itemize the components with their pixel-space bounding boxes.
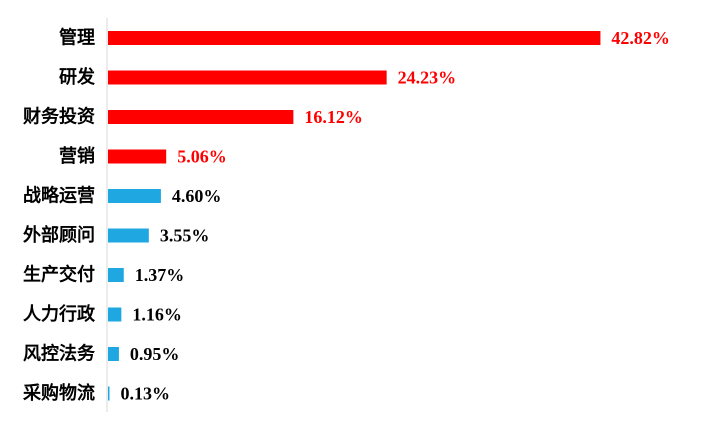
category-label-5: 外部顾问 <box>23 224 95 246</box>
bar-6 <box>108 268 124 282</box>
value-label-4: 4.60% <box>172 186 222 206</box>
value-label-7: 1.16% <box>132 305 182 325</box>
category-label-3: 营销 <box>59 145 95 167</box>
category-label-0: 管理 <box>59 27 95 49</box>
value-label-3: 5.06% <box>177 147 227 167</box>
value-label-0: 42.82% <box>611 28 670 48</box>
category-label-6: 生产交付 <box>23 264 95 286</box>
bar-1 <box>108 70 387 85</box>
bar-8 <box>108 347 119 361</box>
category-label-7: 人力行政 <box>23 303 96 325</box>
category-label-1: 研发 <box>59 66 96 88</box>
bar-7 <box>108 307 122 322</box>
category-label-8: 风控法务 <box>23 343 96 365</box>
value-label-1: 24.23% <box>398 68 457 88</box>
value-label-6: 1.37% <box>135 265 185 285</box>
category-label-2: 财务投资 <box>23 106 95 128</box>
bars-group <box>108 31 601 401</box>
value-label-2: 16.12% <box>304 107 363 127</box>
bar-5 <box>108 228 149 243</box>
bar-3 <box>108 149 167 164</box>
value-labels-group: 42.82% 24.23% 16.12% 5.06% 4.60% 3.55% 1.37% 1.… <box>121 28 670 404</box>
value-label-5: 3.55% <box>160 226 210 246</box>
bar-2 <box>108 110 294 124</box>
bar-0 <box>108 31 601 45</box>
category-label-9: 采购物流 <box>22 382 95 404</box>
bar-4 <box>108 189 161 203</box>
category-label-4: 战略运营 <box>23 185 95 207</box>
value-label-9: 0.13% <box>121 384 171 404</box>
value-label-8: 0.95% <box>130 344 180 364</box>
bar-9 <box>108 386 110 401</box>
